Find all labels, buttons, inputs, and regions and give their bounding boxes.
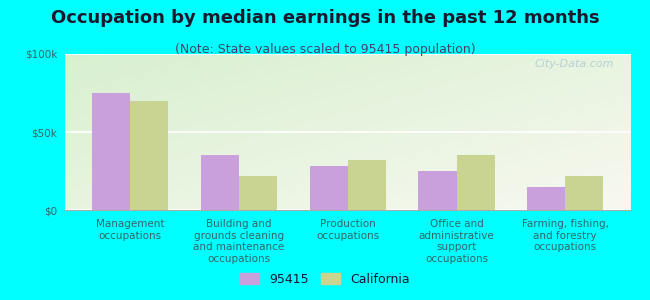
Bar [527, 187, 566, 210]
Bar [419, 171, 456, 210]
Bar [309, 166, 348, 210]
Text: Occupation by median earnings in the past 12 months: Occupation by median earnings in the pas… [51, 9, 599, 27]
Bar [566, 176, 603, 210]
Text: City-Data.com: City-Data.com [534, 59, 614, 69]
Legend: 95415, California: 95415, California [235, 268, 415, 291]
Bar [456, 155, 495, 210]
Bar [201, 155, 239, 210]
Bar [92, 93, 130, 210]
Text: (Note: State values scaled to 95415 population): (Note: State values scaled to 95415 popu… [175, 44, 475, 56]
Bar [348, 160, 386, 210]
Bar [239, 176, 277, 210]
Bar [130, 101, 168, 210]
